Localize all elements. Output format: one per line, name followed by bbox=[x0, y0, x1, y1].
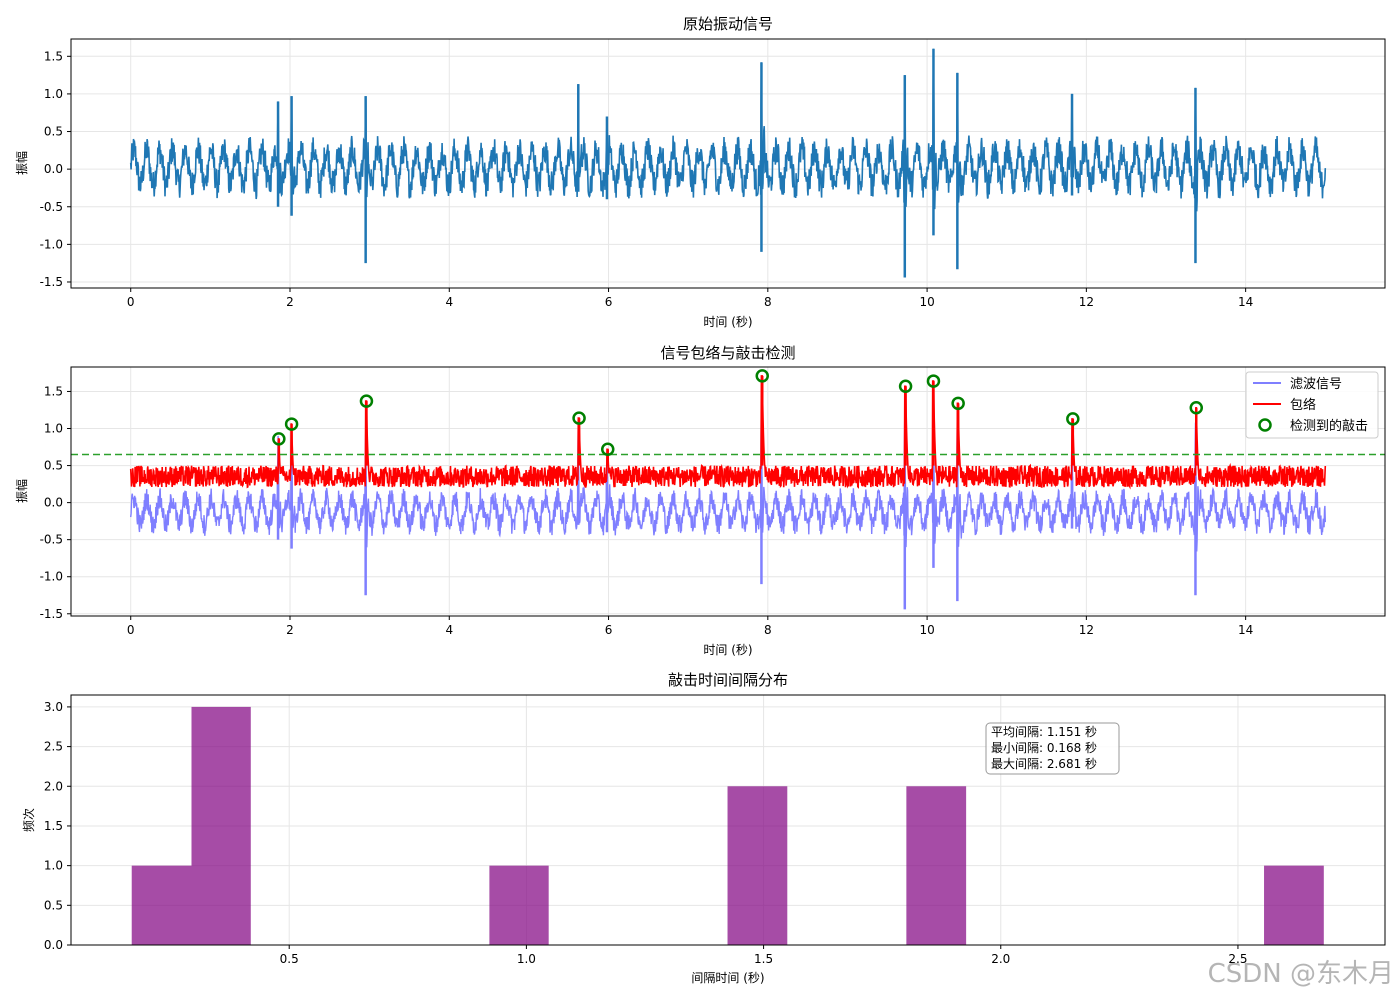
x-tick-label: 12 bbox=[1079, 295, 1094, 309]
watermark-text: CSDN @东木月 bbox=[1207, 959, 1394, 989]
y-tick-label: -1.0 bbox=[40, 237, 63, 251]
detected-tap-marker bbox=[926, 374, 941, 388]
x-tick-label: 0 bbox=[127, 623, 135, 637]
panel3-title: 敲击时间间隔分布 bbox=[668, 671, 788, 689]
stats-box-frame bbox=[985, 722, 1120, 775]
detected-tap-marker bbox=[572, 411, 586, 425]
detected-tap-marker bbox=[1066, 412, 1080, 426]
y-tick-label: -0.5 bbox=[40, 200, 63, 214]
histogram-bar bbox=[1264, 865, 1324, 945]
y-tick-label: 0.5 bbox=[44, 898, 63, 912]
raw-signal-line bbox=[129, 48, 1327, 212]
panel3-xlabel: 间隔时间 (秒) bbox=[691, 971, 764, 985]
x-tick-label: 0 bbox=[127, 295, 135, 309]
x-tick-label: 14 bbox=[1238, 295, 1253, 309]
histogram-bar bbox=[906, 786, 967, 945]
stats-max: 最大间隔: 2.681 秒 bbox=[991, 757, 1097, 771]
x-tick-label: 4 bbox=[445, 623, 453, 637]
stats-min: 最小间隔: 0.168 秒 bbox=[991, 741, 1097, 755]
legend-frame bbox=[1245, 371, 1379, 439]
y-tick-label: -1.5 bbox=[40, 275, 63, 289]
panel2-plot-area bbox=[71, 369, 1385, 610]
detected-tap-marker bbox=[600, 442, 615, 457]
histogram-bar bbox=[131, 865, 192, 945]
panel2-title: 信号包络与敲击检测 bbox=[660, 344, 795, 362]
y-tick-label: 0.5 bbox=[44, 459, 63, 473]
legend-label-detected: 检测到的敲击 bbox=[1290, 418, 1368, 434]
panel2-xlabel: 时间 (秒) bbox=[703, 643, 752, 657]
y-tick-label: -0.5 bbox=[40, 533, 63, 547]
y-tick-label: 0.5 bbox=[44, 125, 63, 139]
legend: 滤波信号 包络 检测到的敲击 bbox=[1245, 371, 1379, 439]
x-tick-label: 1.5 bbox=[754, 952, 773, 966]
x-tick-label: 10 bbox=[919, 295, 934, 309]
panel3-ylabel: 频次 bbox=[22, 808, 36, 832]
histogram-bar bbox=[727, 786, 788, 945]
stats-mean: 平均间隔: 1.151 秒 bbox=[991, 725, 1097, 739]
y-tick-label: 2.5 bbox=[44, 740, 63, 754]
x-tick-label: 12 bbox=[1079, 623, 1094, 637]
panel3-frame bbox=[70, 694, 1386, 946]
panel1-plot-area bbox=[129, 48, 1327, 278]
histogram-bar bbox=[191, 706, 251, 945]
panel1-frame bbox=[70, 38, 1386, 289]
stats-box: 平均间隔: 1.151 秒 最小间隔: 0.168 秒 最大间隔: 2.681 … bbox=[985, 722, 1120, 775]
y-tick-label: 3.0 bbox=[44, 700, 63, 714]
x-tick-label: 6 bbox=[605, 295, 613, 309]
panel1-xlabel: 时间 (秒) bbox=[703, 315, 752, 329]
x-tick-label: 1.0 bbox=[517, 952, 536, 966]
y-tick-label: 1.5 bbox=[44, 49, 63, 63]
detected-tap-marker bbox=[272, 432, 286, 446]
y-tick-label: 1.5 bbox=[44, 384, 63, 398]
y-tick-label: 0.0 bbox=[44, 938, 63, 952]
filtered-signal-line bbox=[130, 383, 1326, 552]
x-tick-label: 6 bbox=[605, 623, 613, 637]
x-tick-label: 2.0 bbox=[991, 952, 1010, 966]
x-tick-label: 2 bbox=[286, 295, 294, 309]
y-tick-label: 2.0 bbox=[44, 779, 63, 793]
panel1-ylabel: 振幅 bbox=[14, 151, 29, 175]
panel-raw-signal: 原始振动信号 时间 (秒) 振幅 0 2 4 6 8 10 12 14 -1.5 -1.0 -0.5… bbox=[14, 15, 1386, 329]
y-tick-label: -1.5 bbox=[40, 607, 63, 621]
legend-swatch-detected bbox=[1258, 418, 1272, 432]
y-tick-label: 1.0 bbox=[44, 859, 63, 873]
x-tick-label: 14 bbox=[1238, 623, 1253, 637]
legend-label-filtered: 滤波信号 bbox=[1290, 377, 1342, 392]
panel2-frame bbox=[70, 366, 1386, 617]
x-tick-label: 10 bbox=[919, 623, 934, 637]
panel2-grid bbox=[71, 367, 1385, 616]
envelope-line bbox=[129, 375, 1327, 490]
detected-tap-marker bbox=[951, 396, 965, 411]
x-tick-label: 4 bbox=[445, 295, 453, 309]
x-tick-label: 0.5 bbox=[280, 952, 299, 966]
detected-tap-marker bbox=[755, 369, 769, 383]
histogram-bar bbox=[489, 865, 549, 945]
legend-label-envelope: 包络 bbox=[1290, 397, 1316, 413]
panel3-plot-area bbox=[131, 706, 1324, 945]
x-tick-label: 8 bbox=[764, 295, 772, 309]
x-tick-label: 8 bbox=[764, 623, 772, 637]
panel-envelope-detection: 信号包络与敲击检测 时间 (秒) 振幅 滤波信号 包络 检测到的敲击 0 2 4 6 8… bbox=[14, 344, 1386, 657]
y-tick-label: 0.0 bbox=[44, 162, 63, 176]
panel1-title: 原始振动信号 bbox=[683, 15, 773, 33]
x-tick-label: 2.5 bbox=[1228, 952, 1247, 966]
detected-tap-marker bbox=[359, 394, 374, 408]
detected-tap-marker bbox=[898, 379, 913, 394]
detected-tap-marker bbox=[1189, 401, 1204, 415]
y-tick-label: -1.0 bbox=[40, 570, 63, 584]
y-tick-label: 1.0 bbox=[44, 422, 63, 436]
detected-tap-marker bbox=[284, 417, 299, 431]
x-tick-label: 2 bbox=[286, 623, 294, 637]
y-tick-label: 0.0 bbox=[44, 496, 63, 510]
panel2-ylabel: 振幅 bbox=[14, 479, 29, 503]
y-tick-label: 1.0 bbox=[44, 87, 63, 101]
panel-interval-histogram: 敲击时间间隔分布 间隔时间 (秒) 频次 平均间隔: 1.151 秒 最小间隔:… bbox=[22, 671, 1386, 985]
y-tick-label: 1.5 bbox=[44, 819, 63, 833]
